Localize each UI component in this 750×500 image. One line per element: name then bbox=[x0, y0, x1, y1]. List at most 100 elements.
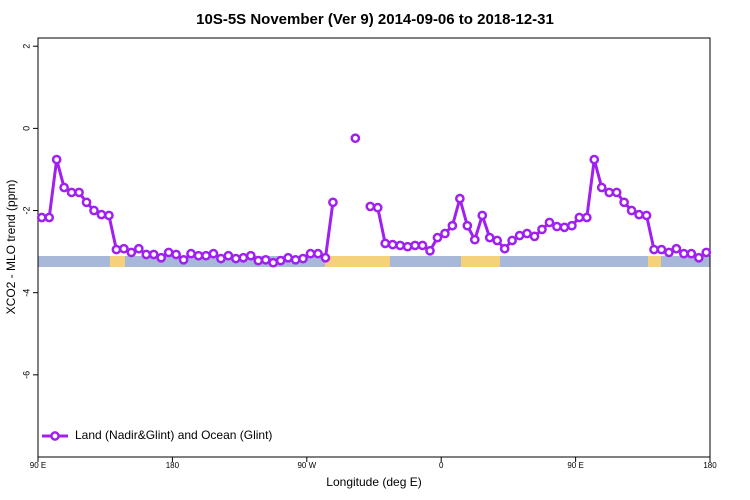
data-point bbox=[552, 221, 562, 232]
data-point bbox=[514, 230, 525, 241]
data-point bbox=[111, 244, 122, 255]
y-tick-label: -4 bbox=[21, 289, 31, 297]
data-point bbox=[193, 250, 204, 261]
data-point bbox=[701, 247, 712, 258]
data-point bbox=[410, 240, 420, 251]
x-tick-label: 90 E bbox=[30, 461, 46, 470]
data-point bbox=[469, 234, 480, 245]
data-point bbox=[119, 243, 129, 254]
data-point bbox=[440, 228, 450, 239]
data-point bbox=[59, 182, 69, 193]
data-point bbox=[365, 201, 376, 212]
y-tick-label: -6 bbox=[21, 371, 31, 379]
data-point bbox=[596, 182, 607, 193]
data-point bbox=[649, 244, 659, 255]
data-point bbox=[432, 232, 443, 243]
data-point bbox=[686, 248, 697, 259]
data-point bbox=[522, 228, 532, 239]
data-point bbox=[477, 210, 488, 221]
data-point bbox=[283, 252, 293, 263]
data-point bbox=[417, 240, 428, 251]
y-tick-label: 2 bbox=[21, 44, 31, 49]
data-point bbox=[96, 209, 107, 220]
data-point bbox=[507, 235, 517, 246]
data-point bbox=[656, 244, 667, 255]
x-tick-label: 180 bbox=[703, 461, 717, 470]
data-point bbox=[223, 250, 234, 261]
land-strip bbox=[325, 256, 390, 267]
data-point bbox=[320, 252, 331, 263]
data-point bbox=[679, 248, 689, 259]
land-strip bbox=[648, 256, 661, 267]
data-point bbox=[74, 187, 84, 198]
data-point bbox=[186, 248, 196, 259]
data-point bbox=[290, 254, 301, 265]
x-axis-label: Longitude (deg E) bbox=[326, 475, 421, 489]
data-point bbox=[231, 253, 241, 264]
data-point bbox=[387, 239, 398, 250]
data-point bbox=[611, 187, 622, 198]
data-point bbox=[275, 255, 286, 266]
data-point bbox=[133, 243, 144, 254]
data-point bbox=[604, 187, 615, 198]
data-point bbox=[372, 202, 383, 213]
data-point bbox=[163, 247, 174, 258]
data-point bbox=[537, 224, 547, 235]
x-tick-label: 90 W bbox=[297, 461, 316, 470]
data-point bbox=[626, 205, 637, 216]
data-point bbox=[664, 247, 674, 258]
data-point bbox=[208, 248, 219, 259]
data-point bbox=[51, 154, 62, 165]
x-tick-label: 180 bbox=[166, 461, 180, 470]
data-point bbox=[253, 255, 264, 266]
y-axis-label: XCO2 - MLO trend (ppm) bbox=[4, 180, 18, 315]
data-point bbox=[402, 241, 413, 252]
data-point bbox=[559, 222, 570, 233]
data-point bbox=[425, 245, 435, 256]
data-point bbox=[693, 252, 704, 263]
data-point bbox=[328, 197, 338, 208]
data-point bbox=[81, 197, 92, 208]
data-point bbox=[66, 187, 77, 198]
data-point bbox=[499, 243, 510, 254]
data-point bbox=[245, 250, 256, 261]
land-ocean-strip bbox=[38, 256, 710, 267]
data-point bbox=[268, 257, 279, 268]
data-point bbox=[178, 254, 189, 265]
data-point bbox=[567, 220, 577, 231]
data-point bbox=[671, 243, 682, 254]
data-point bbox=[574, 212, 585, 223]
data-point bbox=[619, 197, 629, 208]
data-point bbox=[238, 252, 249, 263]
x-tick-label: 0 bbox=[439, 461, 444, 470]
data-point bbox=[529, 231, 540, 242]
data-point bbox=[260, 254, 271, 265]
data-point bbox=[126, 247, 137, 258]
plot-frame bbox=[37, 37, 711, 458]
data-point bbox=[313, 248, 323, 259]
y-tick-label: -2 bbox=[21, 207, 31, 215]
data-point bbox=[44, 212, 55, 223]
data-point bbox=[589, 154, 600, 165]
chart-title: 10S-5S November (Ver 9) 2014-09-06 to 20… bbox=[196, 11, 554, 28]
x-tick-label: 90 E bbox=[567, 461, 583, 470]
data-point bbox=[298, 253, 308, 264]
data-point bbox=[544, 217, 555, 228]
data-point bbox=[156, 252, 167, 263]
data-point bbox=[395, 240, 405, 251]
land-strip bbox=[110, 256, 125, 267]
data-point bbox=[104, 210, 114, 221]
legend-label: Land (Nadir&Glint) and Ocean (Glint) bbox=[75, 428, 272, 442]
data-point bbox=[455, 193, 465, 204]
data-point bbox=[641, 210, 652, 221]
data-point bbox=[581, 212, 592, 223]
data-point bbox=[171, 249, 181, 260]
data-point bbox=[89, 205, 99, 216]
data-point bbox=[305, 248, 316, 259]
legend-marker bbox=[50, 431, 60, 441]
data-point bbox=[216, 253, 226, 264]
y-tick-label: 0 bbox=[21, 126, 31, 131]
data-point bbox=[634, 209, 644, 220]
data-point bbox=[462, 220, 473, 231]
